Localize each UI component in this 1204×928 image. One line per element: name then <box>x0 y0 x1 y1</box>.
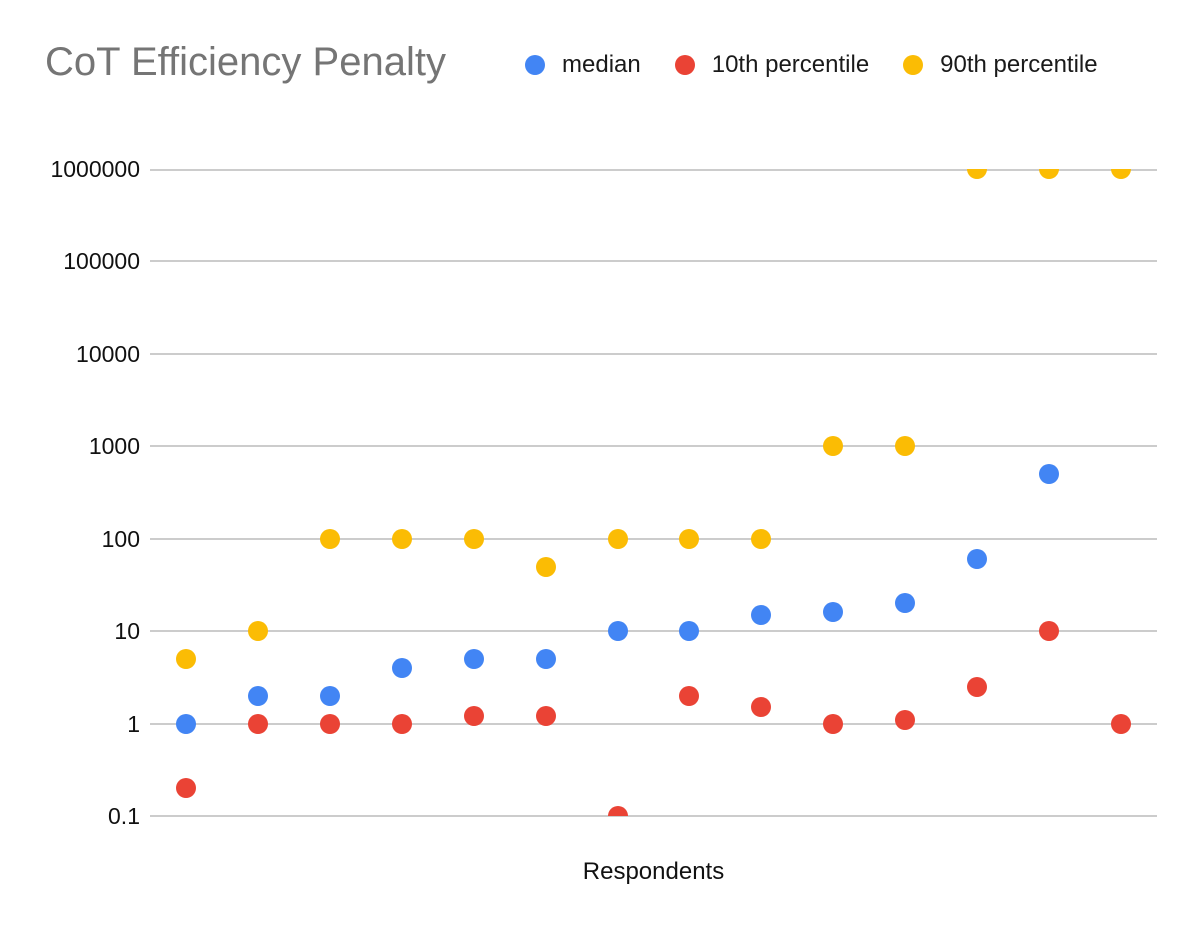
data-point-median <box>463 648 484 669</box>
data-point-90th-percentile <box>1039 169 1060 179</box>
gridline <box>150 722 1157 725</box>
data-point-90th-percentile <box>535 556 556 577</box>
gridline <box>150 445 1157 448</box>
data-point-median <box>823 602 844 623</box>
data-point-10th-percentile <box>319 713 340 734</box>
legend-label-90th-percentile: 90th percentile <box>940 51 1098 78</box>
data-point-90th-percentile <box>319 528 340 549</box>
data-point-median <box>175 713 196 734</box>
p90-series-dot-icon <box>903 55 924 75</box>
y-axis-tick-label: 10000 <box>76 340 140 367</box>
chart-title: CoT Efficiency Penalty <box>45 40 446 84</box>
data-point-90th-percentile <box>247 621 268 642</box>
legend: median 10th percentile 90th percentile <box>525 51 1098 79</box>
gridline <box>150 260 1157 263</box>
data-point-10th-percentile <box>1039 621 1060 642</box>
y-axis-tick-label: 0.1 <box>108 803 140 829</box>
legend-label-10th-percentile: 10th percentile <box>711 51 870 78</box>
data-point-median <box>751 604 772 625</box>
data-point-90th-percentile <box>1111 169 1132 179</box>
gridline <box>150 630 1157 633</box>
data-point-10th-percentile <box>607 806 628 816</box>
data-point-90th-percentile <box>175 648 196 669</box>
data-point-median <box>607 621 628 642</box>
data-point-90th-percentile <box>967 169 988 179</box>
data-point-10th-percentile <box>463 706 484 727</box>
legend-label-median: median <box>562 51 641 78</box>
y-axis-tick-label: 1000000 <box>50 156 140 182</box>
legend-item-median: median <box>525 51 641 79</box>
data-point-90th-percentile <box>751 528 772 549</box>
y-axis-tick-label: 1 <box>127 710 140 737</box>
plot-area <box>150 169 1157 816</box>
y-axis-tick-label: 1000 <box>88 433 140 460</box>
gridline <box>150 815 1157 817</box>
data-point-10th-percentile <box>391 713 412 734</box>
data-point-median <box>895 593 916 614</box>
data-point-10th-percentile <box>247 713 268 734</box>
data-point-90th-percentile <box>823 436 844 457</box>
data-point-median <box>967 549 988 570</box>
data-point-median <box>1039 464 1060 485</box>
gridline <box>150 352 1157 355</box>
data-point-median <box>535 648 556 669</box>
gridlines <box>150 169 1157 817</box>
y-axis-tick-label: 100 <box>101 525 140 552</box>
x-axis-label: Respondents <box>582 858 725 885</box>
data-point-10th-percentile <box>1111 713 1132 734</box>
y-axis-tick-labels: 1000000 100000 10000 1000 100 10 1 0.1 <box>0 0 140 928</box>
y-axis-tick-label: 100000 <box>63 248 140 275</box>
gridline <box>150 169 1157 171</box>
data-point-90th-percentile <box>679 528 700 549</box>
legend-item-10th-percentile: 10th percentile <box>674 51 870 79</box>
data-point-median <box>679 621 700 642</box>
data-point-90th-percentile <box>463 528 484 549</box>
data-point-10th-percentile <box>175 778 196 799</box>
data-point-10th-percentile <box>823 713 844 734</box>
data-point-10th-percentile <box>895 709 916 730</box>
data-point-10th-percentile <box>751 697 772 718</box>
data-point-90th-percentile <box>391 528 412 549</box>
gridline <box>150 537 1157 540</box>
y-axis-tick-label: 10 <box>114 618 140 645</box>
data-point-10th-percentile <box>535 706 556 727</box>
p10-series-dot-icon <box>674 55 695 75</box>
data-point-10th-percentile <box>679 685 700 706</box>
median-series-dot-icon <box>525 55 545 75</box>
data-point-median <box>247 685 268 706</box>
data-point-90th-percentile <box>895 436 916 457</box>
data-point-median <box>319 685 340 706</box>
data-point-10th-percentile <box>967 676 988 697</box>
data-point-median <box>391 657 412 678</box>
legend-item-90th-percentile: 90th percentile <box>903 51 1098 79</box>
data-point-90th-percentile <box>607 528 628 549</box>
